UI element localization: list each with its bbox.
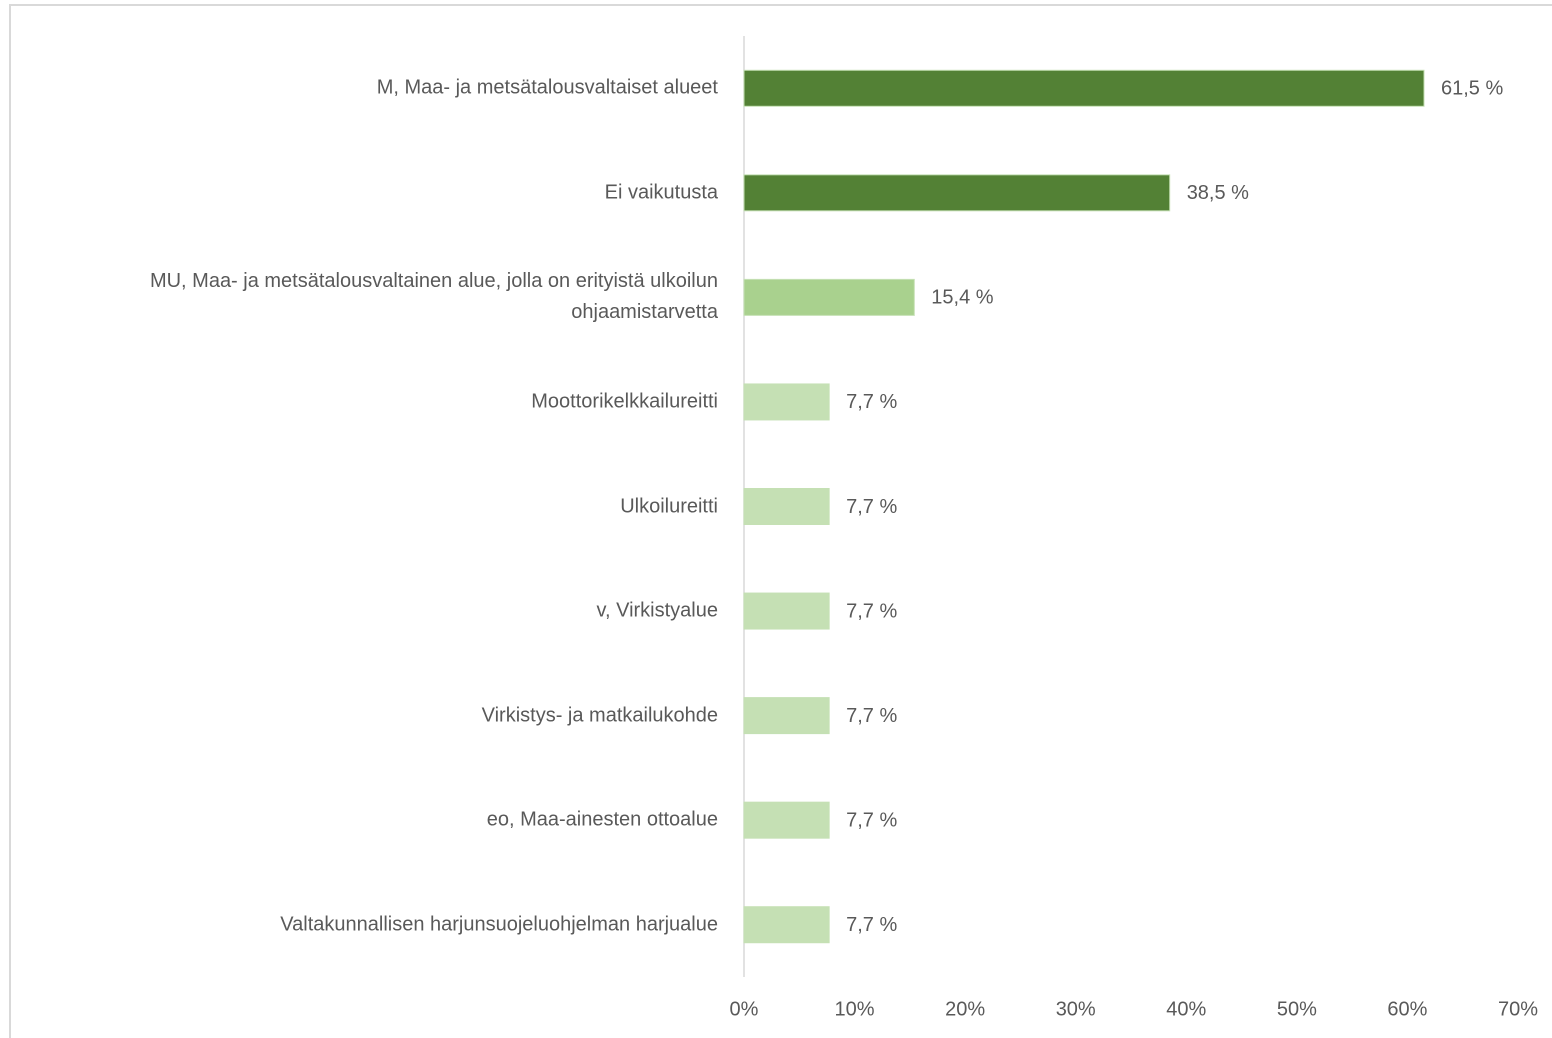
- bar: [743, 488, 830, 525]
- category-label: v, Virkistyalue: [596, 599, 718, 622]
- bar: [743, 278, 915, 316]
- data-label: 7,7 %: [846, 809, 897, 831]
- bar: [743, 174, 1171, 212]
- x-tick-label: 60%: [1387, 998, 1427, 1020]
- bar: [743, 592, 830, 630]
- data-label: 7,7 %: [846, 600, 897, 622]
- x-tick-label: 0%: [730, 998, 759, 1020]
- data-label: 61,5 %: [1441, 78, 1503, 100]
- category-label: Valtakunnallisen harjunsuojeluohjelman h…: [280, 913, 718, 936]
- x-tick-label: 70%: [1498, 998, 1538, 1020]
- bar: [743, 801, 830, 839]
- chart-frame: [9, 4, 1552, 1038]
- category-label: Virkistys- ja matkailukohde: [481, 704, 718, 727]
- data-label: 7,7 %: [846, 496, 897, 518]
- bar: [743, 697, 830, 735]
- x-tick-label: 30%: [1056, 998, 1096, 1020]
- category-label: Ulkoilureitti: [620, 495, 718, 517]
- data-label: 7,7 %: [846, 914, 897, 936]
- category-label: eo, Maa-ainesten ottoalue: [486, 808, 718, 831]
- bar: [743, 383, 830, 421]
- bar: [743, 69, 1425, 107]
- x-tick-label: 10%: [835, 998, 875, 1020]
- category-label: MU, Maa- ja metsätalousvaltainen alue, j…: [149, 270, 718, 324]
- x-tick-label: 20%: [945, 998, 985, 1020]
- x-tick-label: 50%: [1277, 998, 1317, 1020]
- data-label: 7,7 %: [846, 391, 897, 413]
- data-label: 7,7 %: [846, 705, 897, 727]
- data-label: 38,5 %: [1187, 182, 1249, 204]
- bar: [743, 906, 830, 944]
- x-tick-label: 40%: [1166, 998, 1206, 1020]
- data-label: 15,4 %: [931, 287, 993, 309]
- category-label: Moottorikelkkailureitti: [531, 390, 718, 413]
- category-label: Ei vaikutusta: [604, 181, 718, 204]
- category-label: M, Maa- ja metsätalousvaltaiset alueet: [376, 76, 718, 99]
